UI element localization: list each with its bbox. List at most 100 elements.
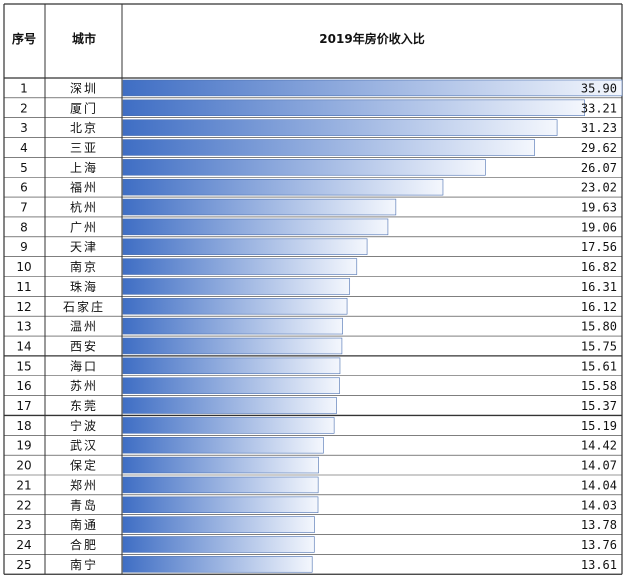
row-index: 3 <box>20 121 28 135</box>
value-label: 14.03 <box>581 498 617 512</box>
bar <box>122 119 558 136</box>
bar <box>122 556 313 573</box>
value-label: 14.42 <box>581 439 617 453</box>
table-text: 序号 城市 2019年房价收入比 1 深圳 35.90 2 厦门 33.21 3 北京 31.2… <box>12 31 617 572</box>
value-label: 17.56 <box>581 240 617 254</box>
city-label: 宁波 <box>70 418 98 433</box>
city-label: 福州 <box>70 180 98 195</box>
row-index: 14 <box>16 339 31 353</box>
city-label: 郑州 <box>70 477 98 492</box>
row-index: 24 <box>16 538 31 552</box>
bar <box>122 436 324 454</box>
value-label: 33.21 <box>581 101 617 115</box>
bar <box>122 278 351 295</box>
value-label: 15.75 <box>581 339 617 353</box>
bar <box>122 516 315 533</box>
value-label: 19.06 <box>581 220 617 234</box>
city-label: 三亚 <box>70 141 98 155</box>
header-value: 2019年房价收入比 <box>319 31 424 46</box>
bars <box>122 79 623 573</box>
bar <box>122 397 337 414</box>
row-index: 17 <box>16 399 31 413</box>
row-index: 25 <box>16 558 31 572</box>
city-label: 厦门 <box>70 100 98 115</box>
row-index: 4 <box>20 141 28 155</box>
value-label: 15.19 <box>581 419 617 433</box>
row-index: 10 <box>16 260 31 274</box>
city-label: 苏州 <box>70 379 98 393</box>
row-index: 23 <box>16 518 31 532</box>
city-label: 广州 <box>70 220 98 234</box>
row-index: 11 <box>16 280 31 294</box>
bar <box>122 218 389 236</box>
bar <box>122 377 340 394</box>
bar <box>122 417 335 434</box>
row-index: 9 <box>20 240 28 254</box>
row-index: 21 <box>16 478 31 492</box>
city-label: 南京 <box>70 259 98 274</box>
value-label: 16.12 <box>581 300 617 314</box>
value-label: 16.82 <box>581 260 617 274</box>
bar <box>122 317 343 335</box>
city-label: 杭州 <box>70 200 98 215</box>
city-label: 北京 <box>70 121 98 135</box>
row-index: 16 <box>16 379 31 393</box>
value-label: 15.80 <box>581 320 617 334</box>
bar <box>122 337 343 355</box>
value-label: 13.76 <box>581 538 617 552</box>
city-label: 温州 <box>70 320 98 334</box>
bar <box>122 476 319 494</box>
row-index: 8 <box>20 220 28 234</box>
value-label: 31.23 <box>581 121 617 135</box>
row-index: 7 <box>20 201 28 215</box>
city-label: 天津 <box>70 240 98 254</box>
value-label: 19.63 <box>581 201 617 215</box>
city-label: 东莞 <box>70 399 98 413</box>
row-index: 19 <box>16 439 31 453</box>
value-label: 29.62 <box>581 141 617 155</box>
bar <box>122 139 536 156</box>
value-label: 14.04 <box>581 478 617 492</box>
value-label: 14.07 <box>581 459 617 473</box>
city-label: 海口 <box>70 358 98 373</box>
city-label: 武汉 <box>70 439 98 453</box>
bar <box>122 178 444 196</box>
value-label: 35.90 <box>581 81 617 95</box>
bar <box>122 536 315 553</box>
value-label: 13.78 <box>581 518 617 532</box>
row-index: 5 <box>20 161 28 175</box>
row-index: 18 <box>16 419 31 433</box>
bar <box>122 496 319 514</box>
bar <box>122 79 623 97</box>
city-label: 珠海 <box>70 279 98 294</box>
city-label: 西安 <box>70 338 98 353</box>
value-label: 15.37 <box>581 399 617 413</box>
row-index: 2 <box>20 101 28 115</box>
bar <box>122 238 368 255</box>
value-label: 13.61 <box>581 558 617 572</box>
row-index: 20 <box>16 459 31 473</box>
city-label: 合肥 <box>70 537 98 552</box>
row-index: 13 <box>16 320 31 334</box>
row-index: 15 <box>16 359 31 373</box>
city-label: 深圳 <box>70 81 98 95</box>
bar <box>122 99 585 116</box>
bar <box>122 159 486 176</box>
city-label: 南宁 <box>70 557 98 572</box>
bar <box>122 357 341 375</box>
row-index: 22 <box>16 498 31 512</box>
table-grid <box>3 3 623 575</box>
city-label: 石家庄 <box>63 299 105 314</box>
value-label: 26.07 <box>581 161 617 175</box>
header-city: 城市 <box>72 31 96 46</box>
bar <box>122 198 397 216</box>
header-index: 序号 <box>12 31 36 46</box>
city-label: 上海 <box>70 160 98 175</box>
row-index: 1 <box>20 81 28 95</box>
bar <box>122 258 358 275</box>
city-label: 保定 <box>70 458 98 473</box>
value-label: 23.02 <box>581 181 617 195</box>
city-label: 青岛 <box>70 497 98 512</box>
